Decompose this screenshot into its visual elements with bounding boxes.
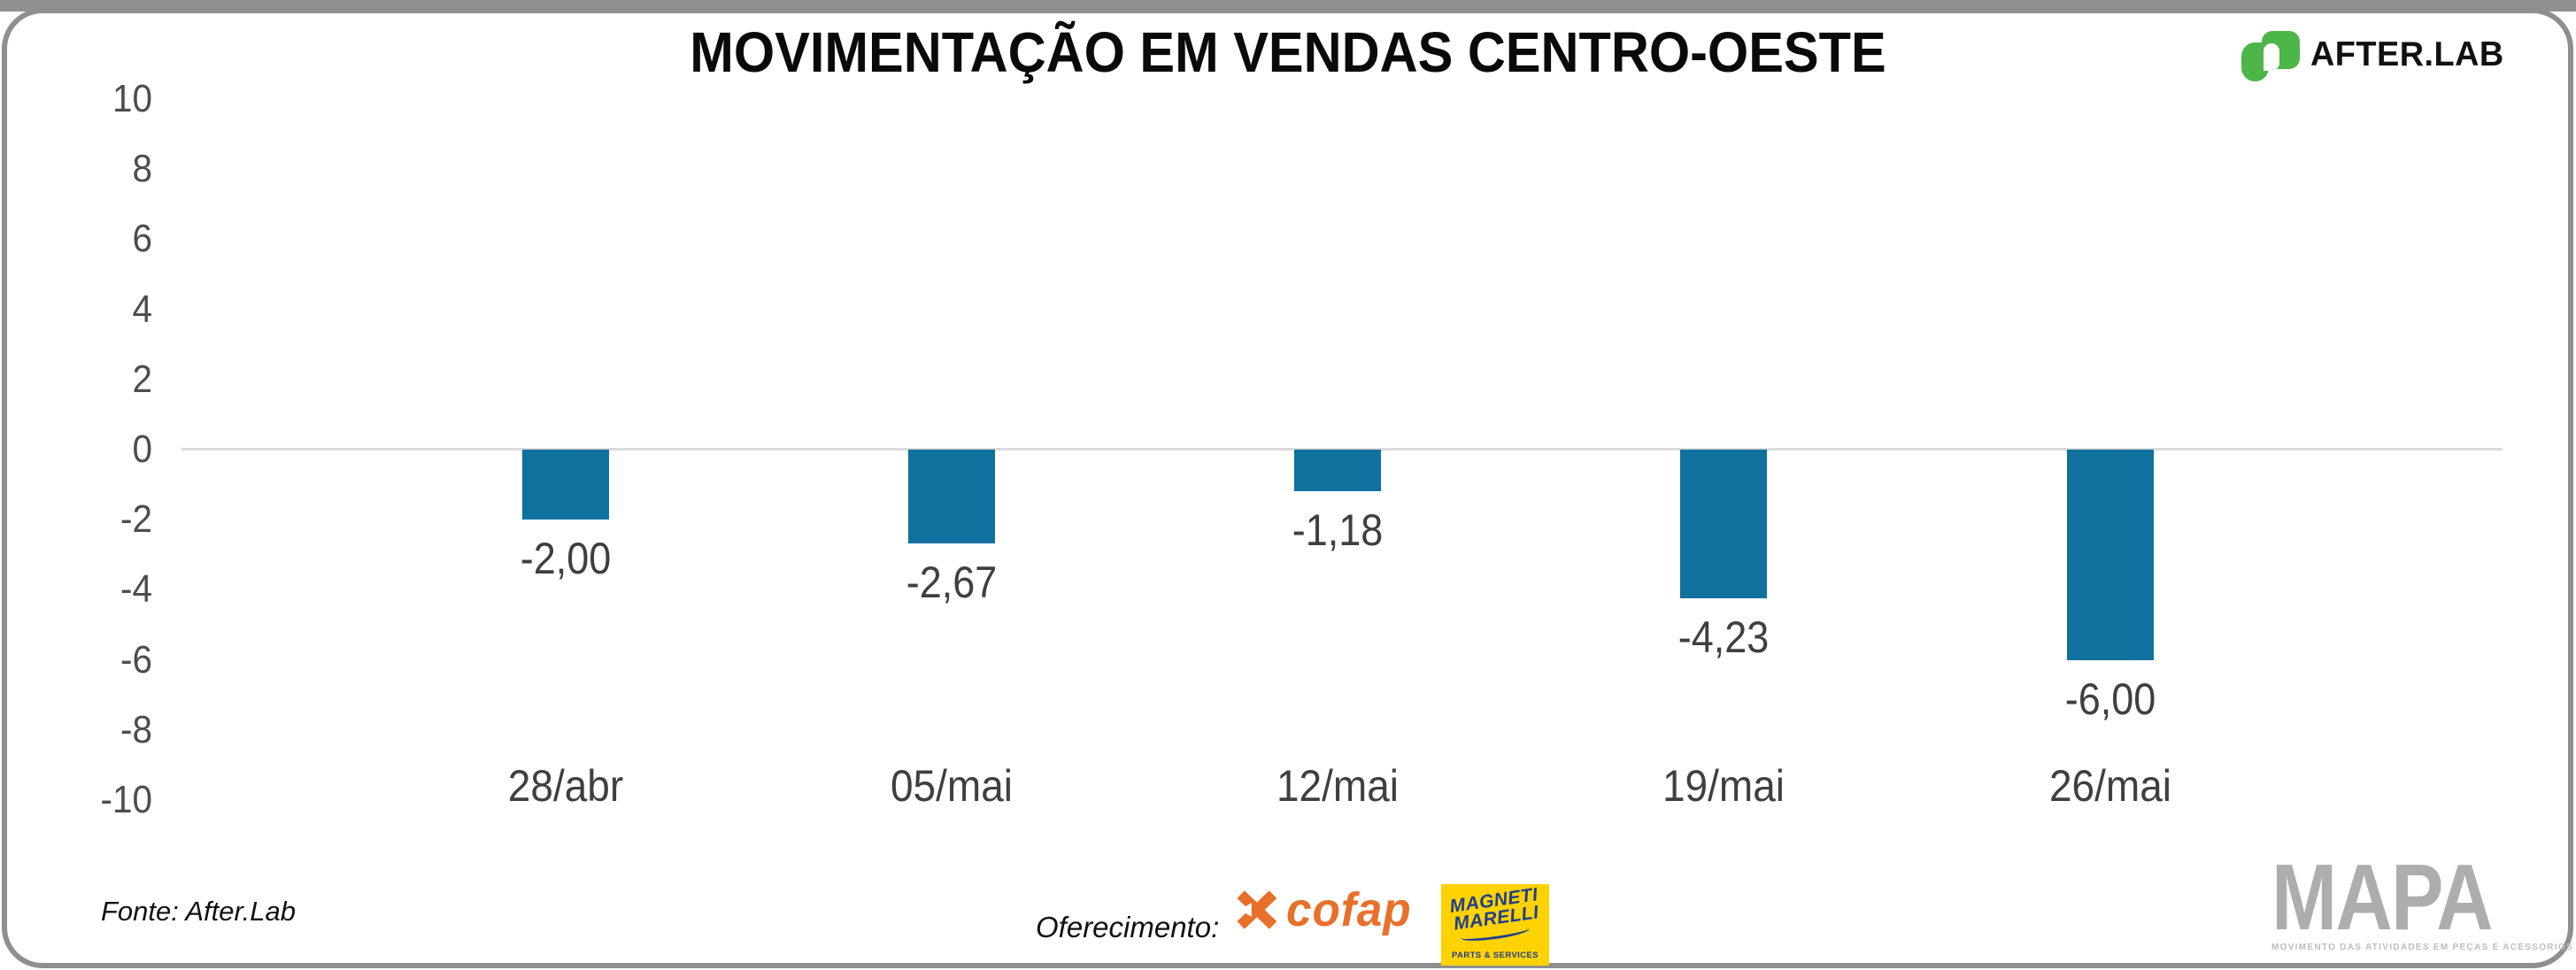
card-border	[2, 8, 2573, 968]
x-category-label: 05/mai	[890, 761, 1013, 811]
y-tick-label: 10	[112, 77, 152, 120]
source-note: Fonte: After.Lab	[101, 896, 296, 927]
window-top-edge	[0, 0, 2576, 12]
chart-title: MOVIMENTAÇÃO EM VENDAS CENTRO-OESTE	[690, 20, 1886, 84]
bar-value-label: -2,00	[520, 534, 611, 584]
y-tick-label: -10	[100, 778, 152, 821]
magneti-marelli-logo: MAGNETI MARELLI PARTS & SERVICES	[1441, 884, 1549, 966]
bar-value-label: -6,00	[2064, 674, 2156, 724]
bar-05/mai	[907, 450, 995, 543]
bar-value-label: -2,67	[906, 557, 998, 607]
x-category-label: 12/mai	[1276, 761, 1400, 811]
afterlab-logo: AFTER.LAB	[2238, 27, 2510, 83]
x-category-label: 19/mai	[1662, 761, 1785, 811]
x-category-label: 28/abr	[507, 761, 623, 811]
mapa-logo-subtitle: MOVIMENTO DAS ATIVIDADES EM PEÇAS E ACES…	[2271, 943, 2573, 952]
leaf-shape-cutout	[2264, 43, 2279, 71]
cofap-logo: cofap	[1233, 883, 1418, 936]
bar-value-label: -4,23	[1677, 612, 1770, 662]
y-tick-label: -4	[120, 567, 152, 612]
y-tick-label: 4	[132, 287, 152, 331]
bar-12/mai	[1294, 450, 1381, 491]
x-category-label: 26/mai	[2048, 761, 2171, 811]
bar-19/mai	[1680, 450, 1768, 598]
y-tick-label: 8	[132, 147, 152, 191]
y-tick-label: -2	[120, 497, 152, 542]
y-tick-label: 6	[132, 217, 152, 261]
bar-value-label: -1,18	[1292, 504, 1384, 555]
mapa-logo: MAPA MOVIMENTO DAS ATIVIDADES EM PEÇAS E…	[2271, 845, 2573, 952]
sponsor-label: Oferecimento:	[1036, 911, 1220, 943]
y-tick-label: 0	[132, 427, 152, 471]
afterlab-logo-text: AFTER.LAB	[2310, 35, 2504, 73]
cofap-logo-text: cofap	[1286, 883, 1412, 936]
y-tick-label: -6	[120, 637, 152, 681]
cofap-x-icon	[1237, 890, 1277, 929]
zero-gridline	[181, 448, 2503, 450]
afterlab-leaf-icon	[2238, 27, 2302, 83]
mapa-logo-text: MAPA	[2271, 845, 2494, 950]
marelli-subtitle: PARTS & SERVICES	[1452, 951, 1539, 960]
bar-26/mai	[2066, 450, 2154, 660]
bar-28/abr	[521, 450, 609, 520]
y-tick-label: -8	[120, 707, 152, 751]
y-tick-label: 2	[132, 357, 152, 401]
